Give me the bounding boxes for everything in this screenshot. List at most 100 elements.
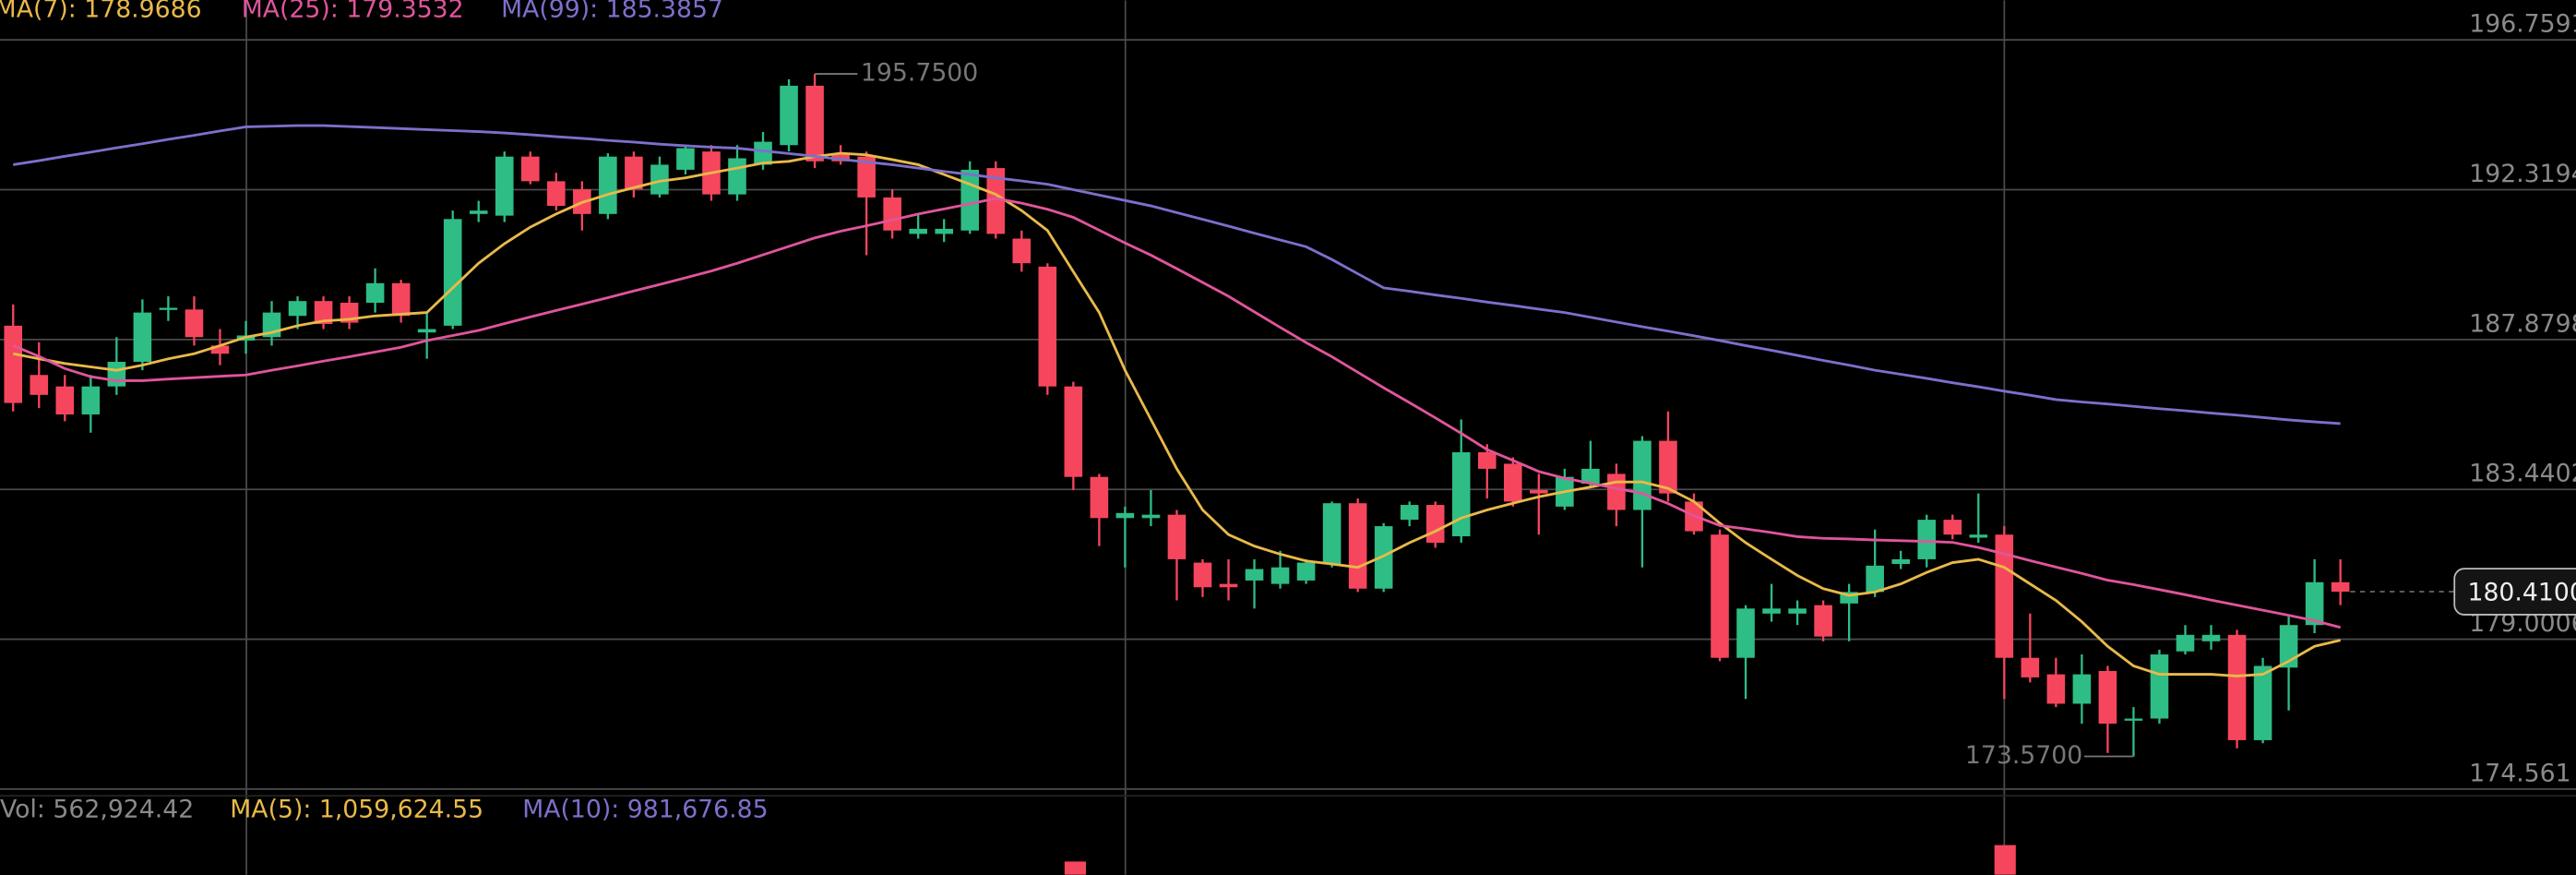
candle-body	[1374, 526, 1393, 589]
candle-body	[4, 325, 23, 403]
vertical-grid	[245, 0, 2006, 875]
candle-body	[1193, 562, 1212, 588]
candle-body	[1012, 238, 1032, 264]
candle-body	[2124, 718, 2143, 721]
candle-body	[599, 156, 617, 214]
candle-body	[314, 301, 333, 325]
candle-body	[2176, 634, 2195, 652]
candle-body	[1581, 468, 1600, 485]
candle-body	[107, 361, 126, 387]
candle-body	[1969, 534, 1988, 538]
candle-body	[2201, 634, 2221, 641]
candle-body	[1607, 473, 1626, 510]
candle-body	[1064, 386, 1083, 477]
candle-body	[1711, 534, 1729, 658]
candle-body	[1814, 605, 1832, 637]
candle-body	[1348, 503, 1367, 589]
candle-body	[2227, 634, 2247, 740]
ma25-legend: MA(25): 179.3532	[242, 0, 464, 24]
candle-body	[1322, 503, 1342, 565]
candle-body	[676, 148, 695, 170]
candle-body	[650, 164, 669, 195]
ma7-legend: MA(7): 178.9686	[0, 0, 202, 24]
volume-bar-clipped	[1994, 845, 2016, 875]
candle-body	[417, 329, 436, 333]
y-tick-label: 187.8798	[2469, 309, 2576, 338]
candle-body	[986, 168, 1006, 234]
candle-body	[883, 197, 901, 231]
candle-body	[1943, 520, 1962, 535]
candle-body	[2021, 657, 2040, 677]
candle-body	[2305, 581, 2324, 626]
candle-body	[2072, 674, 2092, 704]
candle-body	[935, 228, 954, 234]
last-price-label: 180.4100	[2467, 578, 2576, 606]
volume-bar-clipped	[1064, 861, 1086, 875]
candle-body	[81, 386, 101, 415]
candle-body	[1504, 463, 1522, 502]
candle-body	[520, 156, 540, 182]
candle-body	[2098, 670, 2117, 724]
candle-body	[185, 309, 204, 338]
candle-body	[2046, 674, 2066, 704]
y-tick-label: 174.561	[2469, 759, 2570, 787]
candle-body	[2279, 625, 2298, 668]
candle-body	[1633, 440, 1652, 510]
candle-body	[1917, 520, 1937, 559]
candle-body	[780, 85, 798, 146]
high-label: 195.7500	[861, 59, 978, 88]
candle-body	[728, 158, 746, 195]
candle-body	[391, 282, 411, 317]
ma-line	[12, 151, 2341, 677]
candle-body	[1530, 489, 1548, 494]
candle-body	[443, 219, 462, 326]
candle-body	[805, 85, 824, 162]
y-tick-label: 183.4402	[2469, 460, 2576, 488]
candle-body	[1115, 512, 1135, 519]
candle-body	[547, 181, 566, 207]
ma99-legend: MA(99): 185.3857	[501, 0, 723, 24]
candle-body	[469, 210, 488, 214]
y-tick-label: 192.3194	[2469, 160, 2576, 188]
candle-body	[30, 375, 49, 395]
candle-body	[1788, 608, 1807, 614]
candle-body	[909, 228, 927, 234]
volume-ma10-legend: MA(10): 981,676.85	[522, 796, 768, 824]
candle-body	[210, 345, 230, 354]
candle-body	[960, 169, 980, 231]
candle-body	[1425, 505, 1445, 543]
candle-body	[2150, 654, 2169, 719]
candle-body	[625, 156, 643, 190]
candle-body	[495, 156, 514, 216]
candle-body	[1245, 569, 1264, 581]
candle-body	[857, 156, 876, 198]
low-label: 173.5700	[1965, 741, 2082, 770]
candle-body	[1477, 451, 1497, 469]
candle-body	[1270, 567, 1290, 584]
candle-body	[55, 386, 75, 415]
y-tick-label: 196.7591	[2469, 10, 2576, 39]
candle-body	[2331, 581, 2350, 593]
ma-line	[13, 124, 2341, 426]
candle-body	[1038, 266, 1057, 387]
candle-body	[1141, 514, 1161, 519]
candle-body	[365, 282, 385, 304]
candle-body	[2253, 665, 2272, 740]
candle-body	[831, 153, 850, 162]
candle-body	[1659, 440, 1677, 494]
candle-body	[1451, 451, 1471, 537]
candle-body	[1296, 562, 1316, 581]
candle-body	[1866, 565, 1884, 593]
candle-body	[159, 307, 178, 310]
ma-line	[12, 197, 2342, 629]
candle-body	[133, 312, 152, 362]
candle-body	[1891, 558, 1910, 565]
candle-body	[1090, 476, 1109, 519]
candle-body	[288, 301, 307, 317]
volume-legend: Vol: 562,924.42	[0, 796, 194, 824]
candle-body	[1736, 608, 1755, 658]
candle-body	[1167, 514, 1187, 559]
last-price-tag	[2453, 568, 2576, 616]
